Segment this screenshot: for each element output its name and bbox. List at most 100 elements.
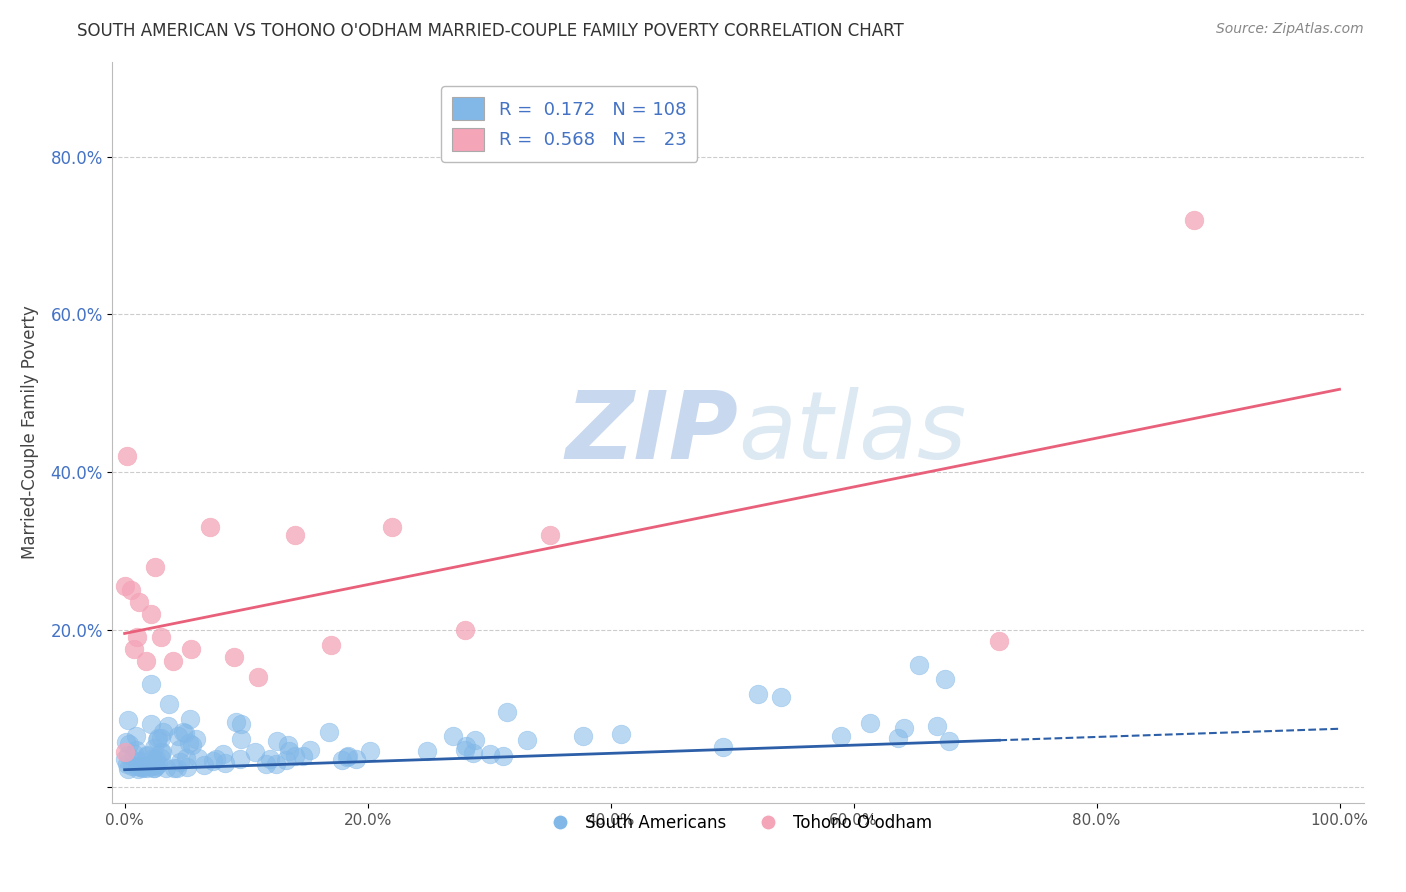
Point <box>152 725 174 739</box>
Point <box>229 752 252 766</box>
Point <box>150 745 173 759</box>
Point <box>276 753 298 767</box>
Point <box>205 752 228 766</box>
Point <box>454 623 477 637</box>
Point <box>117 747 139 762</box>
Point <box>139 759 162 773</box>
Point <box>336 749 359 764</box>
Point <box>124 747 146 761</box>
Point <box>284 528 307 542</box>
Point <box>496 706 519 720</box>
Point <box>1182 213 1205 227</box>
Point <box>988 634 1011 648</box>
Point <box>516 733 538 747</box>
Text: ZIP: ZIP <box>565 386 738 479</box>
Point <box>254 756 277 771</box>
Point <box>142 761 165 775</box>
Legend: South Americans, Tohono O'odham: South Americans, Tohono O'odham <box>537 807 939 838</box>
Point <box>125 631 148 645</box>
Point <box>146 733 169 747</box>
Point <box>908 658 931 673</box>
Point <box>747 688 769 702</box>
Point <box>143 741 166 756</box>
Point <box>381 520 404 534</box>
Point <box>167 729 190 743</box>
Point <box>149 745 172 759</box>
Point <box>179 712 201 726</box>
Text: atlas: atlas <box>738 387 966 478</box>
Point <box>139 716 162 731</box>
Point <box>155 761 177 775</box>
Point <box>231 732 253 747</box>
Point <box>830 729 852 743</box>
Point <box>243 745 266 759</box>
Point <box>145 758 167 772</box>
Point <box>925 719 948 733</box>
Point <box>330 754 353 768</box>
Point <box>859 716 882 731</box>
Point <box>135 759 157 773</box>
Point <box>129 759 152 773</box>
Point <box>938 734 960 748</box>
Y-axis label: Married-Couple Family Poverty: Married-Couple Family Poverty <box>21 306 39 559</box>
Point <box>136 748 159 763</box>
Point <box>184 731 207 746</box>
Point <box>131 760 153 774</box>
Point <box>121 758 143 772</box>
Text: Source: ZipAtlas.com: Source: ZipAtlas.com <box>1216 22 1364 37</box>
Point <box>222 650 245 665</box>
Point <box>114 745 136 759</box>
Point <box>247 670 270 684</box>
Point <box>114 579 136 593</box>
Point <box>177 736 200 750</box>
Point <box>148 731 170 745</box>
Point <box>479 747 502 761</box>
Point <box>463 747 485 761</box>
Point <box>318 725 340 739</box>
Point <box>117 714 139 728</box>
Point <box>321 638 343 652</box>
Point <box>193 757 215 772</box>
Point <box>259 752 281 766</box>
Point <box>135 654 157 668</box>
Point <box>299 743 322 757</box>
Point <box>142 751 165 765</box>
Point <box>344 752 367 766</box>
Point <box>276 738 298 752</box>
Point <box>492 748 515 763</box>
Point <box>150 631 173 645</box>
Point <box>142 761 165 775</box>
Point <box>118 737 141 751</box>
Point <box>456 739 478 753</box>
Point <box>149 751 172 765</box>
Point <box>887 731 910 745</box>
Point <box>284 748 307 763</box>
Point <box>770 690 793 704</box>
Point <box>166 760 188 774</box>
Point <box>336 748 359 763</box>
Point <box>202 754 225 768</box>
Point <box>180 642 202 657</box>
Point <box>211 747 233 761</box>
Point <box>441 729 464 743</box>
Point <box>141 757 163 772</box>
Point <box>359 744 381 758</box>
Point <box>278 744 301 758</box>
Point <box>173 726 195 740</box>
Point <box>128 760 150 774</box>
Point <box>416 744 439 758</box>
Point <box>117 757 139 772</box>
Point <box>120 583 142 598</box>
Point <box>162 654 184 668</box>
Point <box>115 449 138 463</box>
Point <box>893 721 915 735</box>
Point <box>172 725 194 739</box>
Point <box>231 717 253 731</box>
Point <box>162 761 184 775</box>
Point <box>148 757 170 772</box>
Point <box>176 759 198 773</box>
Point <box>141 607 163 621</box>
Point <box>454 743 477 757</box>
Point <box>141 677 163 691</box>
Point <box>157 697 180 711</box>
